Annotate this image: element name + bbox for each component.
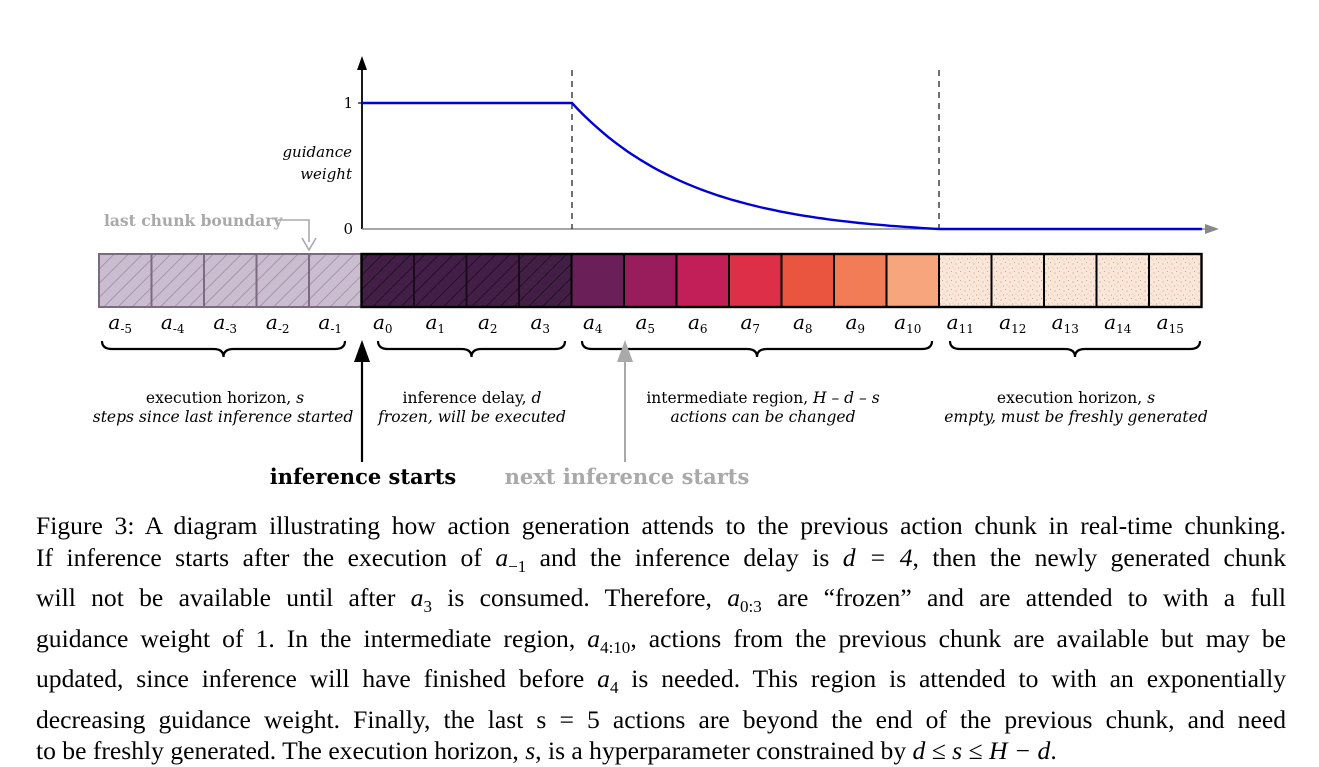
action-label-a13: a13	[1052, 310, 1079, 336]
action-label-a0: a0	[373, 310, 393, 336]
cell-pattern-a2	[466, 254, 519, 307]
action-labels: a-5 a-4 a-3 a-2 a-1 a0 a1 a2 a3 a4 a5 a6 a7 a8 a9 a10 a1…	[108, 310, 1183, 336]
caption-line-2: If inference starts after the execution …	[36, 542, 1287, 576]
action-label-a10: a10	[894, 310, 921, 336]
action-label-a15: a15	[1157, 310, 1184, 336]
y-axis-arrowhead	[357, 56, 367, 70]
last-chunk-boundary-arrow	[278, 219, 310, 242]
action-label-a2: a2	[478, 310, 498, 336]
cell-pattern-a-1	[309, 254, 362, 307]
y-axis-label-line2: weight	[300, 165, 353, 183]
region-3-line1: intermediate region, H – d – s	[646, 389, 879, 407]
brace-region-1	[100, 340, 347, 358]
action-label-a5: a5	[635, 310, 655, 336]
caption-line-7: to be freshly generated. The execution h…	[36, 736, 1057, 766]
cell-pattern-a12	[991, 254, 1044, 307]
cell-pattern-a1	[414, 254, 467, 307]
figure-caption: Figure 3: A diagram illustrating how act…	[36, 510, 1286, 767]
action-chunk-cells	[98, 252, 1203, 309]
action-label-a7: a7	[740, 310, 760, 336]
caption-line-5: updated, since inference will have finis…	[36, 664, 1286, 698]
y-tick-1: 1	[343, 94, 353, 112]
action-label-a3: a3	[530, 310, 550, 336]
brace-region-3	[580, 340, 934, 358]
region-4-line2: empty, must be freshly generated	[944, 408, 1208, 426]
action-label-a-2: a-2	[266, 310, 290, 336]
action-label-a8: a8	[793, 310, 813, 336]
region-braces	[100, 340, 1202, 358]
caption-line-6: decreasing guidance weight. Finally, the…	[36, 704, 1286, 734]
action-label-a12: a12	[999, 310, 1026, 336]
cell-pattern-a3	[519, 254, 572, 307]
cell-pattern-a-3	[204, 254, 257, 307]
brace-region-2	[376, 340, 567, 358]
action-label-a11: a11	[947, 310, 974, 336]
action-label-a14: a14	[1104, 310, 1132, 336]
cell-a10	[886, 254, 939, 307]
inference-starts-arrowhead	[354, 340, 370, 362]
region-2-line1: inference delay, d	[403, 389, 542, 407]
cell-pattern-a14	[1096, 254, 1149, 307]
action-label-a4: a4	[583, 310, 603, 336]
caption-line-3: will not be available until after a3 is …	[36, 583, 1287, 617]
region-4-line1: execution horizon, s	[997, 389, 1155, 407]
cell-pattern-a-5	[99, 254, 152, 307]
action-label-a6: a6	[688, 310, 708, 336]
cell-pattern-a0	[361, 254, 414, 307]
chunk-frame	[360, 252, 1203, 309]
next-inference-starts-label: next inference starts	[505, 464, 750, 489]
cell-pattern-a13	[1044, 254, 1097, 307]
caption-line-1: Figure 3: A diagram illustrating how act…	[36, 511, 1286, 540]
figure-diagram: 1 0 guidance weight last chunk boundary …	[93, 56, 1219, 489]
action-label-a9: a9	[845, 310, 865, 336]
next-inference-starts-arrowhead	[617, 340, 633, 362]
last-chunk-boundary-arrowhead	[301, 237, 317, 252]
cell-a9	[834, 254, 887, 307]
region-1-line1: execution horizon, s	[146, 389, 304, 407]
y-axis-label-line1: guidance	[282, 143, 352, 161]
action-label-a-4: a-4	[161, 310, 185, 336]
caption-line-4: guidance weight of 1. In the intermediat…	[36, 623, 1286, 657]
region-3-line2: actions can be changed	[670, 408, 855, 426]
cell-a7	[729, 254, 782, 307]
guidance-weight-curve	[362, 101, 1202, 231]
cell-a6	[676, 254, 729, 307]
action-label-a1: a1	[425, 310, 445, 336]
cell-pattern-a11	[939, 254, 992, 307]
region-1-line2: steps since last inference started	[93, 408, 354, 426]
inference-starts-label: inference starts	[270, 464, 457, 489]
cell-a4	[571, 254, 624, 307]
x-axis-arrowhead	[1205, 224, 1219, 234]
y-tick-0: 0	[343, 220, 353, 238]
cell-a5	[624, 254, 677, 307]
action-label-a-3: a-3	[213, 310, 237, 336]
action-label-a-5: a-5	[108, 310, 132, 336]
cell-pattern-a-2	[256, 254, 309, 307]
cell-pattern-a-4	[151, 254, 204, 307]
region-2-line2: frozen, will be executed	[377, 408, 566, 426]
brace-region-4	[948, 340, 1202, 358]
last-chunk-boundary-label: last chunk boundary	[104, 211, 283, 230]
action-label-a-1: a-1	[318, 310, 342, 336]
cell-pattern-a15	[1149, 254, 1202, 307]
cell-a8	[781, 254, 834, 307]
